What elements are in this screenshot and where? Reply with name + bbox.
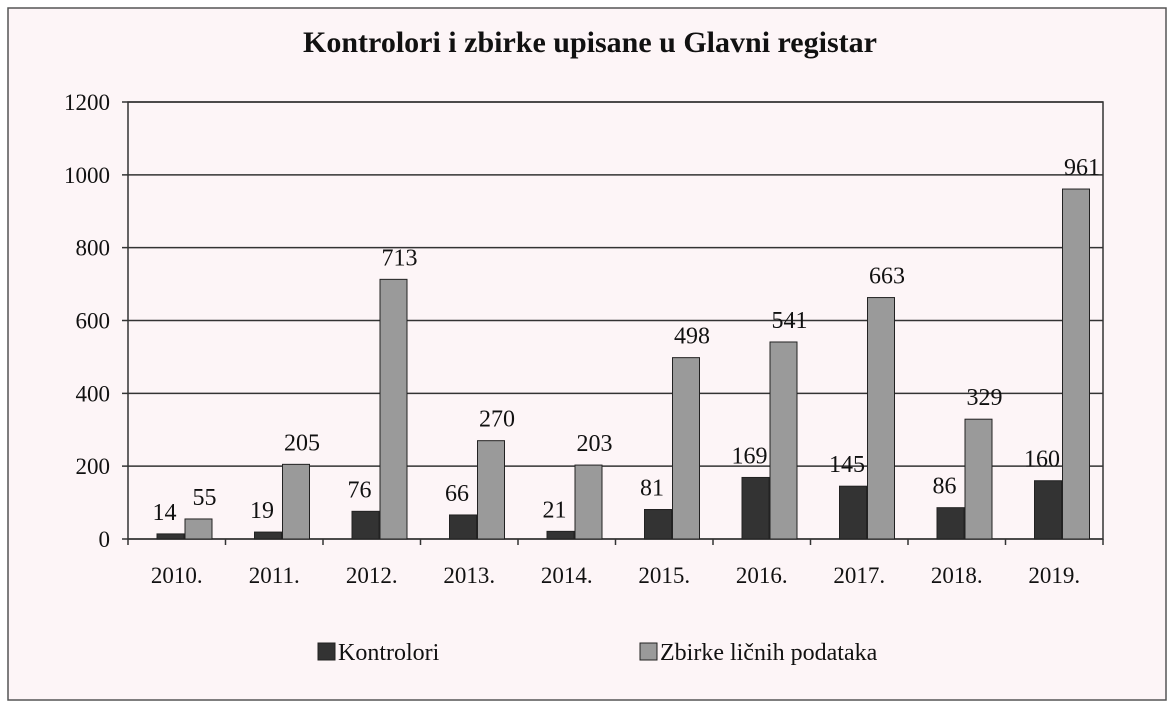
bar (574, 464, 603, 540)
value-label: 329 (967, 385, 1003, 411)
value-label: 19 (250, 498, 274, 524)
bar (477, 440, 505, 540)
bar (254, 531, 282, 540)
legend-swatch (639, 642, 658, 661)
chart-title: Kontrolori i zbirke upisane u Glavni reg… (303, 26, 877, 59)
value-label: 961 (1064, 155, 1100, 181)
value-label: 663 (869, 264, 905, 290)
y-tick-label: 600 (76, 309, 111, 334)
bar (1062, 188, 1090, 540)
y-tick-label: 200 (76, 454, 111, 479)
bar (546, 530, 575, 540)
legend-label: Kontrolori (338, 640, 440, 666)
chart-frame (7, 7, 1167, 701)
x-tick-label: 2012. (346, 563, 398, 588)
bar (741, 476, 770, 540)
bar (964, 418, 993, 540)
x-tick-label: 2010. (151, 563, 203, 588)
x-tick-label: 2011. (249, 563, 300, 588)
value-label: 498 (674, 324, 710, 350)
x-tick-label: 2019. (1028, 563, 1080, 588)
bar (867, 297, 895, 540)
bar (282, 463, 310, 540)
x-tick-label: 2015. (638, 563, 690, 588)
x-tick-label: 2017. (833, 563, 885, 588)
bar (672, 357, 700, 540)
bar (379, 278, 408, 540)
bar (769, 341, 798, 540)
y-tick-label: 0 (99, 527, 111, 552)
bar (644, 509, 672, 540)
value-label: 541 (772, 308, 808, 334)
x-tick-label: 2018. (931, 563, 983, 588)
value-label: 169 (732, 443, 768, 469)
value-label: 21 (543, 497, 567, 523)
value-label: 81 (640, 476, 664, 502)
value-label: 713 (382, 245, 418, 271)
y-tick-label: 1000 (64, 163, 110, 188)
y-tick-label: 1200 (64, 90, 110, 115)
bar (156, 533, 185, 540)
value-label: 160 (1024, 447, 1060, 473)
value-label: 205 (284, 430, 320, 456)
bar (351, 510, 380, 540)
value-label: 145 (829, 452, 865, 478)
value-label: 86 (933, 474, 957, 500)
value-label: 203 (577, 431, 613, 457)
bar (1034, 480, 1062, 540)
bar (839, 485, 867, 540)
y-tick-label: 400 (76, 381, 111, 406)
bar (184, 518, 213, 540)
x-tick-label: 2013. (443, 563, 495, 588)
bar (936, 507, 965, 540)
legend-swatch (317, 642, 336, 661)
legend-label: Zbirke ličnih podataka (660, 640, 878, 666)
value-label: 270 (479, 407, 515, 433)
value-label: 14 (153, 500, 177, 526)
y-tick-label: 800 (76, 236, 111, 261)
bar (449, 514, 477, 540)
value-label: 66 (445, 481, 469, 507)
value-label: 76 (348, 477, 372, 503)
x-tick-label: 2016. (736, 563, 788, 588)
x-tick-label: 2014. (541, 563, 593, 588)
value-label: 55 (193, 485, 217, 511)
